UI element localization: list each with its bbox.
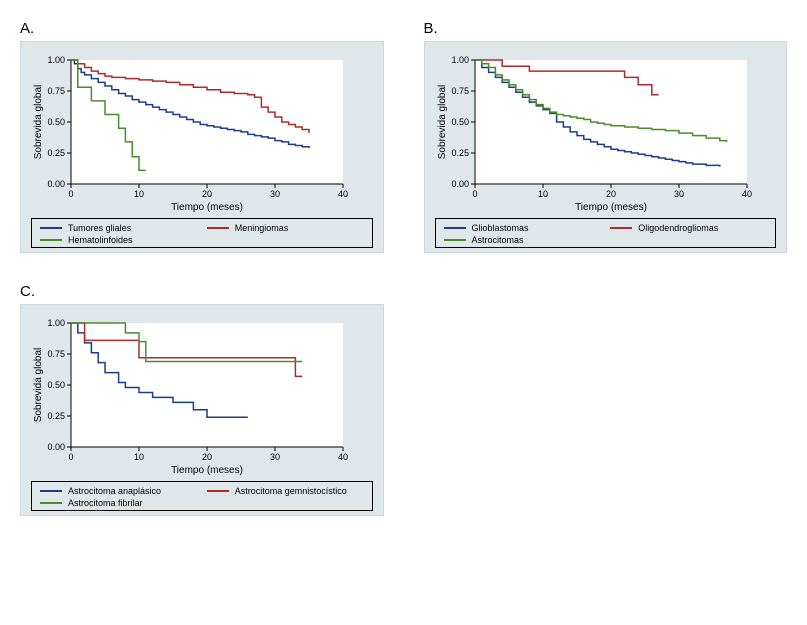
panel-C: C. 0 10 20 30 40 0.00 0.25 0.50 0.75 1.00 Tiempo (…: [20, 283, 384, 516]
x-tick-label: 0: [68, 189, 73, 199]
x-axis-label: Tiempo (meses): [171, 465, 243, 475]
legend-item: Hematolinfoides: [40, 235, 197, 245]
legend-item: Oligodendrogliomas: [610, 223, 767, 233]
legend-swatch: [40, 239, 62, 241]
y-tick-label: 0.00: [47, 179, 65, 189]
legend-swatch: [444, 239, 466, 241]
y-tick-label: 0.75: [47, 86, 65, 96]
x-tick-label: 20: [605, 189, 615, 199]
x-tick-label: 30: [270, 189, 280, 199]
panel-bg-A: 0 10 20 30 40 0.00 0.25 0.50 0.75 1.00 Tiempo (mes…: [20, 41, 384, 253]
chart-B: 0 10 20 30 40 0.00 0.25 0.50 0.75 1.00 Tiempo (mes…: [435, 52, 777, 212]
legend-item: Tumores gliales: [40, 223, 197, 233]
x-tick-label: 20: [202, 452, 212, 462]
y-tick-label: 0.50: [47, 380, 65, 390]
legend-label: Astrocitoma gemnistocístico: [235, 486, 347, 496]
legend-swatch: [207, 490, 229, 492]
y-axis-label: Sobrevida global: [33, 85, 44, 160]
y-tick-label: 0.75: [47, 349, 65, 359]
y-tick-label: 0.00: [47, 442, 65, 452]
legend-label: Glioblastomas: [472, 223, 529, 233]
x-axis-label: Tiempo (meses): [171, 202, 243, 212]
legend-item: Astrocitoma fibrilar: [40, 498, 197, 508]
panel-bg-C: 0 10 20 30 40 0.00 0.25 0.50 0.75 1.00 Tiempo (mes…: [20, 304, 384, 516]
x-tick-label: 0: [472, 189, 477, 199]
panel-label-C: C.: [20, 283, 384, 300]
y-tick-label: 0.50: [451, 117, 469, 127]
y-tick-label: 0.50: [47, 117, 65, 127]
x-tick-label: 10: [134, 189, 144, 199]
panel-bg-B: 0 10 20 30 40 0.00 0.25 0.50 0.75 1.00 Tiempo (mes…: [424, 41, 788, 253]
y-tick-label: 1.00: [47, 318, 65, 328]
legend-label: Hematolinfoides: [68, 235, 133, 245]
x-tick-label: 40: [741, 189, 751, 199]
x-tick-label: 30: [270, 452, 280, 462]
panel-B: B. 0 10 20 30 40 0.00 0.25 0.50 0.75 1.00 Tiempo (…: [424, 20, 788, 253]
x-tick-label: 10: [537, 189, 547, 199]
y-tick-label: 1.00: [47, 55, 65, 65]
x-tick-label: 20: [202, 189, 212, 199]
x-axis-label: Tiempo (meses): [575, 202, 647, 212]
y-tick-label: 0.00: [451, 179, 469, 189]
legend-label: Meningiomas: [235, 223, 289, 233]
legend-grid-A: Tumores gliales Meningiomas Hematolinfoide…: [40, 223, 364, 245]
x-tick-label: 30: [673, 189, 683, 199]
km-chart-svg: 0 10 20 30 40 0.00 0.25 0.50 0.75 1.00 Tiempo (mes…: [31, 315, 351, 475]
legend-label: Astrocitomas: [472, 235, 524, 245]
y-tick-label: 0.25: [451, 148, 469, 158]
chart-A: 0 10 20 30 40 0.00 0.25 0.50 0.75 1.00 Tiempo (mes…: [31, 52, 373, 212]
legend-swatch: [207, 227, 229, 229]
y-tick-label: 0.25: [47, 148, 65, 158]
panel-A: A. 0 10 20 30 40 0.00 0.25 0.50 0.75 1.00 Tiempo (…: [20, 20, 384, 253]
x-tick-label: 40: [338, 189, 348, 199]
legend-swatch: [40, 227, 62, 229]
y-tick-label: 0.25: [47, 411, 65, 421]
panel-label-B: B.: [424, 20, 788, 37]
km-chart-svg: 0 10 20 30 40 0.00 0.25 0.50 0.75 1.00 Tiempo (mes…: [31, 52, 351, 212]
legend-item: Meningiomas: [207, 223, 364, 233]
legend-A: Tumores gliales Meningiomas Hematolinfoide…: [31, 218, 373, 248]
legend-swatch: [444, 227, 466, 229]
legend-swatch: [610, 227, 632, 229]
panel-label-A: A.: [20, 20, 384, 37]
legend-label: Tumores gliales: [68, 223, 131, 233]
x-tick-label: 40: [338, 452, 348, 462]
y-tick-label: 0.75: [451, 86, 469, 96]
x-tick-label: 0: [68, 452, 73, 462]
y-axis-label: Sobrevida global: [437, 85, 448, 160]
chart-C: 0 10 20 30 40 0.00 0.25 0.50 0.75 1.00 Tiempo (mes…: [31, 315, 373, 475]
y-axis-label: Sobrevida global: [33, 348, 44, 423]
legend-grid-B: Glioblastomas Oligodendrogliomas Astrocito…: [444, 223, 768, 245]
y-tick-label: 1.00: [451, 55, 469, 65]
legend-swatch: [40, 502, 62, 504]
legend-B: Glioblastomas Oligodendrogliomas Astrocito…: [435, 218, 777, 248]
legend-item: Astrocitoma anaplásico: [40, 486, 197, 496]
x-tick-label: 10: [134, 452, 144, 462]
panels-grid: A. 0 10 20 30 40 0.00 0.25 0.50 0.75 1.00 Tiempo (…: [20, 20, 787, 516]
legend-label: Oligodendrogliomas: [638, 223, 718, 233]
legend-label: Astrocitoma fibrilar: [68, 498, 143, 508]
legend-grid-C: Astrocitoma anaplásico Astrocitoma gemnis…: [40, 486, 364, 508]
legend-item: Astrocitomas: [444, 235, 601, 245]
legend-C: Astrocitoma anaplásico Astrocitoma gemnis…: [31, 481, 373, 511]
legend-swatch: [40, 490, 62, 492]
km-chart-svg: 0 10 20 30 40 0.00 0.25 0.50 0.75 1.00 Tiempo (mes…: [435, 52, 755, 212]
legend-item: Astrocitoma gemnistocístico: [207, 486, 364, 496]
legend-item: Glioblastomas: [444, 223, 601, 233]
legend-label: Astrocitoma anaplásico: [68, 486, 161, 496]
